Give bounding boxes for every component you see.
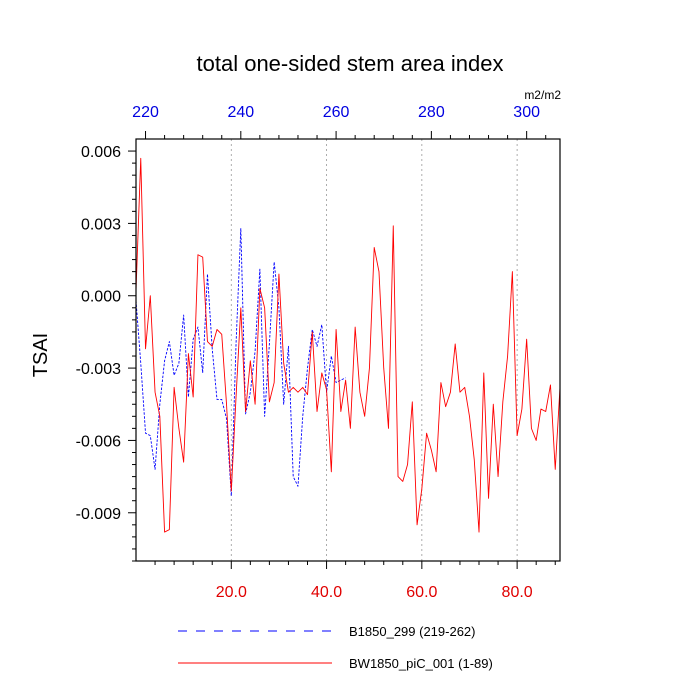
legend: B1850_299 (219-262) BW1850_piC_001 (1-89… bbox=[178, 624, 493, 671]
series-line-0 bbox=[135, 227, 346, 497]
legend-label-b1850-299: B1850_299 (219-262) bbox=[349, 624, 476, 639]
top-tick-label: 280 bbox=[418, 104, 445, 121]
y-tick-label: -0.006 bbox=[76, 433, 121, 450]
axis-tick-labels: 20.0 40.0 60.0 80.0 220 240 260 280 300 0.006 0.00… bbox=[76, 104, 540, 601]
top-tick-label: 260 bbox=[323, 104, 350, 121]
series-line-1 bbox=[135, 157, 561, 533]
y-axis-label: TSAI bbox=[30, 333, 52, 377]
plot-area bbox=[135, 157, 561, 533]
x-tick-label: 60.0 bbox=[406, 584, 437, 601]
top-tick-label: 300 bbox=[513, 104, 540, 121]
top-tick-label: 220 bbox=[132, 104, 159, 121]
top-tick-label: 240 bbox=[227, 104, 254, 121]
y-tick-label: 0.006 bbox=[81, 144, 121, 161]
top-axis-unit: m2/m2 bbox=[524, 88, 561, 102]
x-tick-label: 40.0 bbox=[311, 584, 342, 601]
axis-ticks bbox=[128, 131, 556, 569]
y-tick-label: 0.003 bbox=[81, 216, 121, 233]
x-tick-label: 20.0 bbox=[216, 584, 247, 601]
plot-frame bbox=[135, 138, 561, 562]
y-tick-label: -0.009 bbox=[76, 506, 121, 523]
y-tick-label: 0.000 bbox=[81, 289, 121, 306]
x-tick-label: 80.0 bbox=[502, 584, 533, 601]
legend-label-bw1850-pic-001: BW1850_piC_001 (1-89) bbox=[349, 656, 493, 671]
gridlines bbox=[230, 139, 518, 561]
chart-title: total one-sided stem area index bbox=[197, 51, 504, 76]
y-tick-label: -0.003 bbox=[76, 361, 121, 378]
